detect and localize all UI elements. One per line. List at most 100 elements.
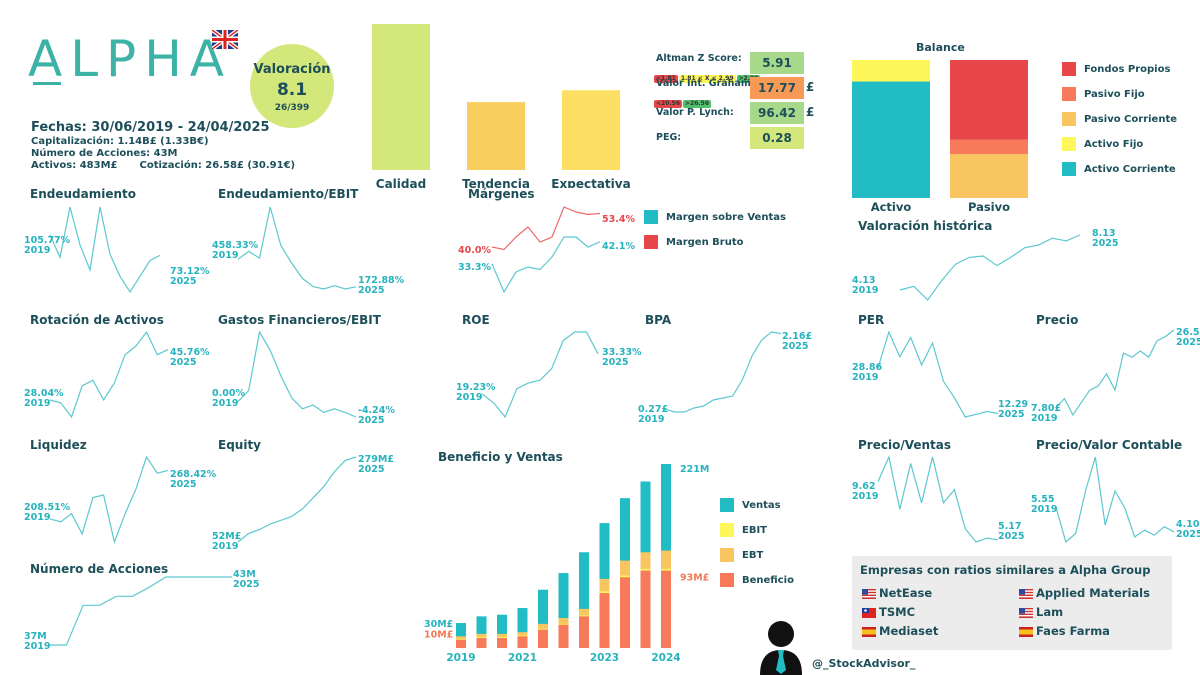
end-year: 2025	[1176, 529, 1200, 540]
line-chart-title-rotacion_activos: Rotación de Activos	[30, 313, 164, 327]
tw-flag-icon	[862, 605, 879, 619]
margen-bruto-start: 40.0%	[458, 245, 491, 256]
legend-label: Beneficio	[742, 575, 794, 586]
us-flag-icon	[1019, 605, 1036, 619]
line-chart-endeudamiento	[49, 206, 161, 294]
start-year: 2019	[24, 245, 51, 256]
similar-company-name: Applied Materials	[1036, 586, 1150, 600]
line-start-label: 0.27£ 2019	[638, 405, 668, 425]
similar-company[interactable]: Applied Materials	[1019, 586, 1150, 600]
start-value: 9.62	[852, 481, 876, 492]
line-start-label: 458.33% 2019	[212, 241, 258, 261]
legend-label: EBT	[742, 550, 764, 561]
line-chart-title-per: PER	[858, 313, 885, 327]
legend-swatch	[1062, 162, 1076, 176]
score-label: PEG:	[656, 132, 682, 143]
line-series	[664, 331, 782, 413]
similar-company-name: Lam	[1036, 605, 1064, 619]
score-range-chip: >2.99	[736, 75, 761, 83]
similar-company[interactable]: TSMC	[862, 605, 915, 619]
line-chart-gastos_financieros_ebit	[237, 330, 357, 418]
line-end-label: 43M 2025	[233, 570, 259, 590]
bv-bar-ventas	[558, 573, 569, 648]
legend-label: Activo Corriente	[1084, 164, 1176, 175]
balance-segment	[852, 81, 930, 198]
start-value: 7.80£	[1031, 403, 1062, 414]
start-year: 2019	[24, 398, 51, 409]
bv-bar-ventas	[517, 608, 528, 648]
end-year: 2025	[170, 276, 197, 287]
line-start-label: 9.62 2019	[852, 482, 878, 502]
legend-swatch	[720, 498, 734, 512]
line-end-label: 33.33% 2025	[602, 348, 642, 368]
score-row: Valor Int. Graham: <20.56 >26.56 17.77 £	[654, 77, 824, 108]
line-start-label: 7.80£ 2019	[1031, 404, 1061, 424]
end-year: 2025	[170, 479, 197, 490]
similar-company[interactable]: Faes Farma	[1019, 624, 1110, 638]
similar-company[interactable]: NetEase	[862, 586, 932, 600]
margenes-legend-item: Margen Bruto	[644, 235, 786, 260]
line-start-label: 0.00% 2019	[212, 389, 245, 409]
us-flag-icon	[862, 586, 879, 600]
line-series	[49, 330, 169, 419]
line-series	[899, 234, 1081, 301]
line-series	[49, 455, 169, 544]
date-range: Fechas: 30/06/2019 - 24/04/2025	[31, 120, 270, 135]
line-chart-endeudamiento_ebit	[237, 206, 357, 290]
legend-swatch	[720, 548, 734, 562]
legend-label: Ventas	[742, 500, 781, 511]
bv-bar-ventas	[538, 589, 548, 648]
similar-company[interactable]: Mediaset	[862, 624, 938, 638]
bv-legend-item: Ventas	[720, 498, 794, 523]
line-chart-title-endeudamiento_ebit: Endeudamiento/EBIT	[218, 187, 359, 201]
score-range-chip: <20.56	[654, 100, 683, 108]
margenes-legend-item: Margen sobre Ventas	[644, 210, 786, 235]
similar-company-name: TSMC	[879, 605, 916, 619]
margenes-series	[491, 236, 601, 294]
line-chart-title-precio_valor_contable: Precio/Valor Contable	[1036, 438, 1183, 452]
start-value: 5.55	[1031, 494, 1055, 505]
balance-segment	[950, 60, 1028, 140]
bv-legend-item: EBT	[720, 548, 794, 573]
line-start-label: 37M 2019	[24, 632, 50, 652]
end-year: 2025	[1092, 238, 1119, 249]
similar-company[interactable]: Lam	[1019, 605, 1063, 619]
score-range-chip: >26.56	[683, 100, 712, 108]
score-ranges: <20.56 >26.56	[654, 90, 712, 109]
similar-company-name: Faes Farma	[1036, 624, 1110, 638]
capitalizacion: Capitalización: 1.14B£ (1.33B€)	[31, 136, 209, 147]
line-chart-bpa	[664, 331, 782, 413]
score-value: 0.28	[750, 127, 804, 149]
legend-label: Margen sobre Ventas	[666, 212, 786, 223]
score-currency: £	[806, 105, 815, 119]
start-year: 2019	[852, 491, 879, 502]
legend-label: Activo Fijo	[1084, 139, 1144, 150]
score-value: 96.42	[750, 102, 804, 124]
start-value: 19.23%	[456, 382, 496, 393]
line-end-label: 2.16£ 2025	[782, 332, 812, 352]
end-value: 5.17	[998, 521, 1022, 532]
legend-swatch	[644, 235, 658, 249]
line-chart-precio_ventas	[877, 455, 999, 543]
bv-bar-beneficio	[640, 570, 651, 648]
end-year: 2025	[358, 464, 385, 475]
end-value: 26.58£	[1176, 327, 1200, 338]
bv-bar-beneficio	[558, 624, 569, 648]
line-series	[50, 576, 232, 646]
end-value: -4.24%	[358, 405, 395, 416]
line-start-label: 5.55 2019	[1031, 495, 1057, 515]
start-value: 105.77%	[24, 235, 71, 246]
line-series	[237, 330, 357, 418]
company-info: Fechas: 30/06/2019 - 24/04/2025 Capitali…	[31, 119, 295, 172]
start-year: 2019	[1031, 413, 1058, 424]
line-end-label: 12.29 2025	[998, 400, 1028, 420]
line-series	[481, 331, 599, 419]
start-value: 28.86	[852, 362, 883, 373]
line-chart-liquidez	[49, 455, 169, 544]
similar-company-name: NetEase	[879, 586, 933, 600]
bv-legend-item: EBIT	[720, 523, 794, 548]
es-flag-icon	[1019, 624, 1036, 638]
line-start-label: 28.04% 2019	[24, 389, 64, 409]
bv-bar-ventas	[456, 623, 466, 648]
line-start-label: 19.23% 2019	[456, 383, 496, 403]
